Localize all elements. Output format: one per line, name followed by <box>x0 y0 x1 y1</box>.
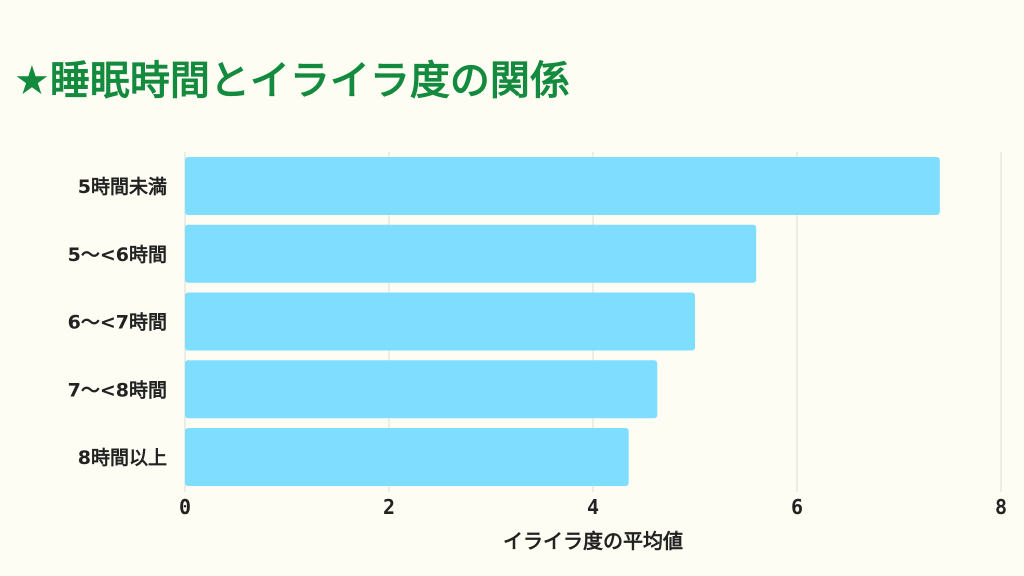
x-tick-label: 2 <box>383 495 395 519</box>
bar-layer <box>185 157 940 486</box>
page-title: ★睡眠時間とイライラ度の関係 <box>14 58 570 104</box>
category-label: 7〜<8時間 <box>68 379 167 401</box>
bar <box>185 224 757 283</box>
category-labels: 5時間未満 5〜<6時間 6〜<7時間 7〜<8時間 8時間以上 <box>68 175 167 469</box>
bar <box>185 428 629 486</box>
category-label: 5〜<6時間 <box>68 244 167 266</box>
x-tick-label: 8 <box>995 495 1007 519</box>
x-tick-label: 0 <box>179 495 191 519</box>
x-tick-label: 6 <box>791 495 803 519</box>
category-label: 8時間以上 <box>78 447 167 469</box>
x-tick-labels: 0 2 4 6 8 <box>179 495 1007 519</box>
bar <box>185 292 695 351</box>
x-tick-label: 4 <box>587 495 599 519</box>
bar <box>185 157 940 215</box>
bar <box>185 360 658 419</box>
category-label: 6〜<7時間 <box>68 312 167 334</box>
category-label: 5時間未満 <box>78 175 167 198</box>
x-axis-title: イライラ度の平均値 <box>503 529 683 553</box>
